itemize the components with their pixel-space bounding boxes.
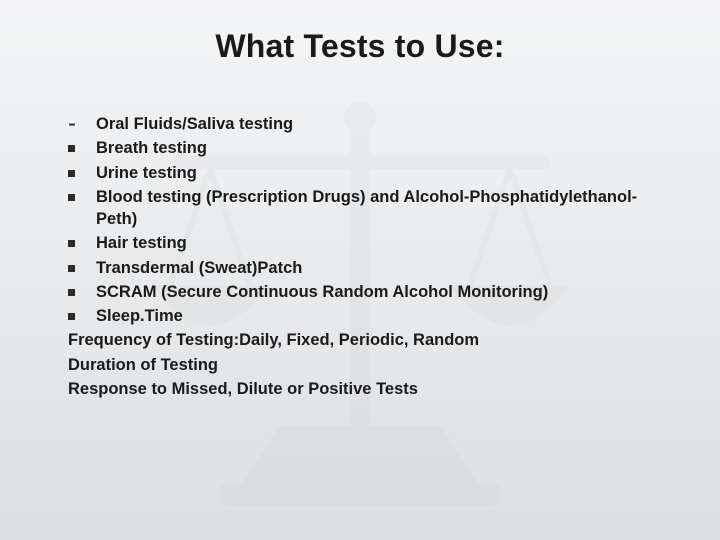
square-bullet-icon (68, 305, 96, 326)
paragraph: Duration of Testing (68, 354, 666, 376)
list-item-text: Urine testing (96, 162, 197, 184)
list-item-text: Breath testing (96, 137, 207, 159)
paragraph: Response to Missed, Dilute or Positive T… (68, 378, 666, 400)
list-item-text: SCRAM (Secure Continuous Random Alcohol … (96, 281, 548, 303)
content-body: - Oral Fluids/Saliva testing Breath test… (44, 113, 676, 400)
square-bullet-icon (68, 232, 96, 253)
list-item-text: Blood testing (Prescription Drugs) and A… (96, 186, 666, 231)
list-item: Transdermal (Sweat)Patch (68, 257, 666, 279)
list-item-text: Transdermal (Sweat)Patch (96, 257, 302, 279)
list-item: SCRAM (Secure Continuous Random Alcohol … (68, 281, 666, 303)
list-item-text: Sleep.Time (96, 305, 183, 327)
list-item: Blood testing (Prescription Drugs) and A… (68, 186, 666, 231)
square-bullet-icon (68, 257, 96, 278)
paragraph: Frequency of Testing:Daily, Fixed, Perio… (68, 329, 666, 351)
square-bullet-icon (68, 186, 96, 207)
list-item: Sleep.Time (68, 305, 666, 327)
slide: What Tests to Use: - Oral Fluids/Saliva … (0, 0, 720, 540)
list-item: Urine testing (68, 162, 666, 184)
square-bullet-icon (68, 281, 96, 302)
list-item: Breath testing (68, 137, 666, 159)
square-bullet-icon (68, 162, 96, 183)
square-bullet-icon (68, 137, 96, 158)
dash-icon: - (68, 113, 96, 135)
page-title: What Tests to Use: (44, 28, 676, 65)
list-item-text: Hair testing (96, 232, 187, 254)
list-item-text: Oral Fluids/Saliva testing (96, 113, 293, 135)
list-item: Hair testing (68, 232, 666, 254)
list-item: - Oral Fluids/Saliva testing (68, 113, 666, 135)
